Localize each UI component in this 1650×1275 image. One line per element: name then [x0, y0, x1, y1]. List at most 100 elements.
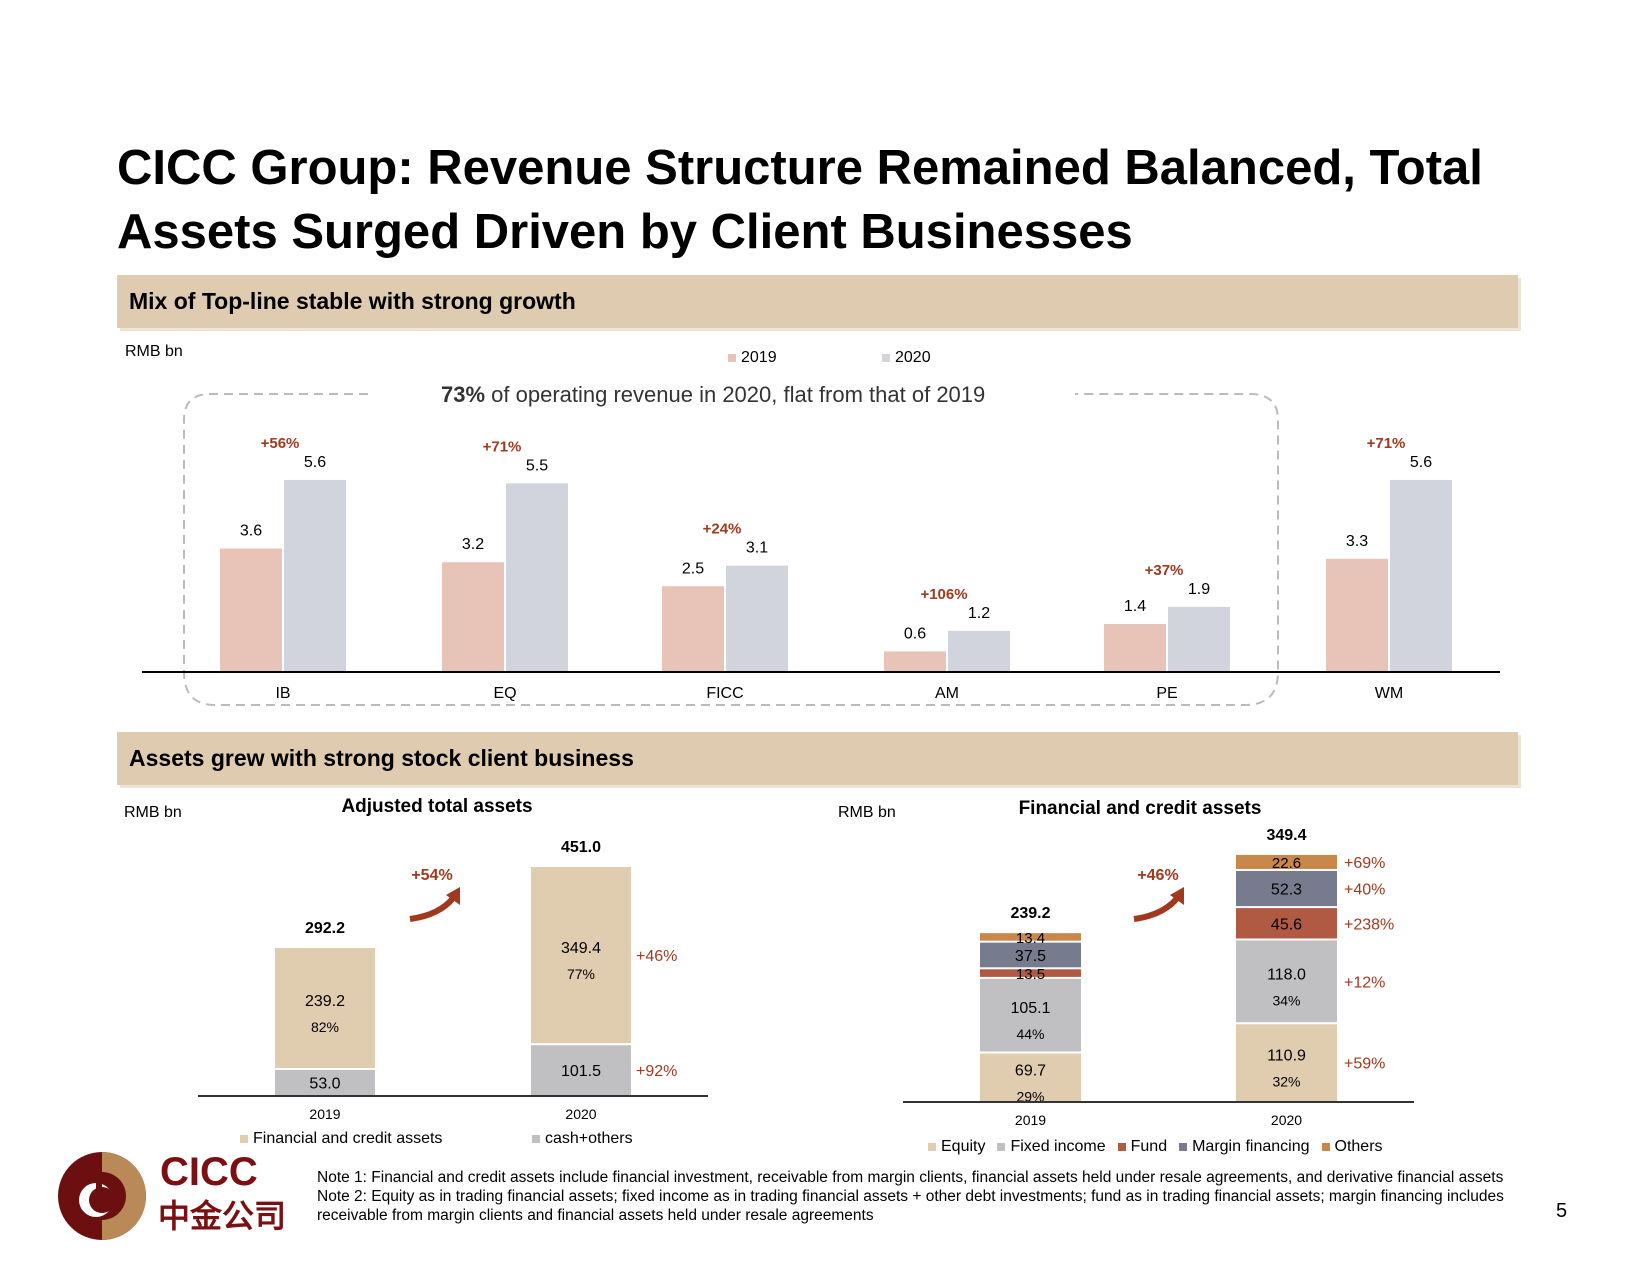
bar-AM-2020: [948, 630, 1010, 672]
legend-swatch: [1117, 1143, 1126, 1151]
segment-value: 45.6: [1271, 916, 1302, 933]
bar-FICC-2019: [662, 586, 724, 672]
segment-share: 77%: [567, 966, 595, 982]
value-label: 1.4: [1124, 598, 1146, 615]
section-header-assets: Assets grew with strong stock client bus…: [117, 732, 1518, 785]
growth-label: +59%: [1344, 1056, 1385, 1073]
growth-label: +92%: [636, 1063, 677, 1080]
segment-value: 101.5: [561, 1063, 601, 1080]
segment-2020-equity: [1236, 1024, 1337, 1101]
segment-value: 69.7: [1015, 1062, 1046, 1079]
bar-EQ-2020: [506, 483, 568, 672]
segment-2019-fund: [980, 969, 1081, 977]
growth-label: +69%: [1344, 855, 1385, 872]
legend-swatch: [240, 1135, 248, 1143]
value-label: 2.5: [682, 560, 704, 577]
footnotes: Note 1: Financial and credit assets incl…: [317, 1168, 1527, 1225]
value-label: 5.6: [1410, 454, 1432, 471]
legend-item: Others: [1321, 1138, 1383, 1156]
category-label: WM: [1375, 685, 1403, 702]
legend-item: Equity: [928, 1138, 985, 1156]
segment-2019-cash-others: [275, 1069, 375, 1095]
growth-label: +238%: [1344, 916, 1394, 933]
bar-WM-2020: [1390, 479, 1452, 672]
segment-value: 118.0: [1267, 966, 1306, 983]
legend-2020: 2020: [882, 349, 931, 367]
legend-item: Fixed income: [997, 1138, 1106, 1156]
bar-PE-2019: [1104, 623, 1166, 672]
growth-label: +12%: [1344, 974, 1385, 991]
segment-2020-fund: [1236, 908, 1337, 939]
legend-label: 2020: [895, 349, 931, 366]
category-label: PE: [1156, 685, 1177, 702]
legend-financial-credit: Financial and credit assets: [240, 1130, 442, 1148]
segment-2020-cash-others: [531, 1045, 631, 1095]
legend-swatch: [532, 1135, 540, 1143]
value-label: 1.9: [1188, 581, 1210, 598]
chart-title-adjusted-assets: Adjusted total assets: [341, 796, 533, 817]
legend-item: Fund: [1117, 1138, 1168, 1156]
segment-2020-others: [1236, 854, 1337, 869]
growth-label: +71%: [483, 438, 522, 455]
value-label: 5.5: [526, 457, 548, 474]
legend-label: Others: [1334, 1138, 1383, 1155]
legend-2019: 2019: [728, 349, 777, 367]
category-label: EQ: [493, 685, 516, 702]
segment-share: 32%: [1272, 1074, 1300, 1090]
value-label: 1.2: [968, 605, 990, 622]
growth-arrow-icon: [1133, 895, 1181, 922]
growth-label: +56%: [261, 435, 300, 452]
value-label: 3.1: [746, 540, 768, 557]
page-title: CICC Group: Revenue Structure Remained B…: [117, 141, 1483, 259]
growth-arrow-icon-head: [446, 887, 460, 905]
segment-2020-financial-and-credit-assets: [531, 867, 631, 1044]
category-label: 2019: [1015, 1112, 1046, 1128]
unit-label: RMB bn: [838, 804, 896, 821]
annotation-text: of operating revenue in 2020, flat from …: [485, 382, 986, 407]
value-label: 0.6: [904, 625, 926, 642]
segment-value: 52.3: [1271, 882, 1302, 899]
legend-swatch: [728, 354, 736, 362]
legend-swatch: [997, 1143, 1006, 1151]
unit-label: RMB bn: [125, 343, 183, 360]
segment-value: 53.0: [309, 1075, 340, 1092]
category-label: IB: [275, 685, 290, 702]
total-label: 239.2: [1010, 905, 1050, 922]
dashed-highlight-box: [183, 393, 1279, 706]
segment-2019-equity: [980, 1053, 1081, 1101]
logo-text-en: CICC: [160, 1150, 258, 1194]
segment-2020-margin-financing: [1236, 870, 1337, 907]
bar-FICC-2020: [726, 565, 788, 672]
cicc-logo-icon: [58, 1152, 146, 1240]
segment-value: 13.4: [1016, 930, 1045, 947]
segment-2019-fixed-income: [980, 978, 1081, 1052]
total-label: 451.0: [561, 839, 601, 856]
legend-label: Fund: [1130, 1138, 1168, 1155]
segment-value: 105.1: [1010, 1000, 1050, 1017]
value-label: 3.2: [462, 536, 484, 553]
legend-label: Equity: [941, 1138, 986, 1155]
category-label: 2020: [1271, 1112, 1302, 1128]
bar-WM-2019: [1326, 558, 1388, 672]
legend-item: Margin financing: [1179, 1138, 1310, 1156]
legend-swatch: [882, 354, 890, 362]
segment-share: 44%: [1016, 1026, 1044, 1042]
segment-value: 349.4: [561, 940, 601, 957]
legend-cash-others: cash+others: [532, 1130, 633, 1148]
overall-growth-label: +54%: [411, 867, 452, 884]
segment-value: 22.6: [1272, 855, 1301, 872]
bar-EQ-2019: [442, 562, 504, 672]
legend-label: Financial and credit assets: [253, 1130, 443, 1147]
total-label: 292.2: [305, 920, 345, 937]
segment-2019-financial-and-credit-assets: [275, 947, 375, 1068]
growth-arrow-icon: [409, 895, 457, 922]
segment-2019-others: [980, 933, 1081, 941]
bar-AM-2019: [884, 651, 946, 672]
note-2: Note 2: Equity as in trading financial a…: [317, 1188, 1504, 1224]
legend-label: cash+others: [545, 1130, 633, 1147]
value-label: 5.6: [304, 454, 326, 471]
growth-label: +71%: [1367, 435, 1406, 452]
growth-label: +40%: [1344, 882, 1385, 899]
total-label: 349.4: [1266, 827, 1306, 844]
